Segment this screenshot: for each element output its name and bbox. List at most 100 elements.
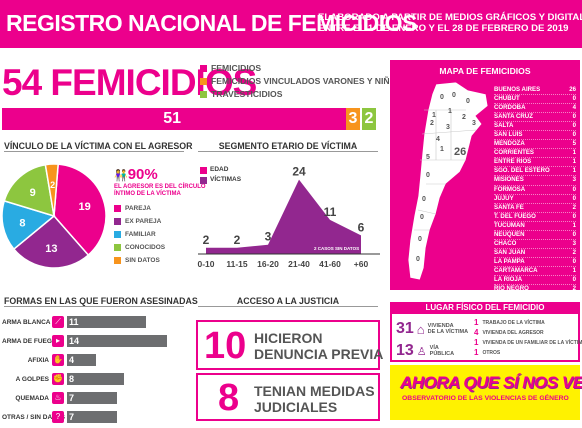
province-value: 2 bbox=[572, 203, 576, 211]
map-province-borders bbox=[414, 109, 477, 231]
bar-travesticidios: 2 bbox=[362, 108, 376, 130]
denuncia-text: HICIERON DENUNCIA PREVIA bbox=[254, 330, 383, 362]
province-name: SANTA FE bbox=[494, 203, 524, 211]
data-label: 2 bbox=[203, 233, 210, 247]
province-row: SANTA FE 2 bbox=[494, 204, 576, 213]
province-name: CARTAMARCA bbox=[494, 266, 538, 274]
etario-title: SEGMENTO ETARIO DE VÍCTIMA bbox=[198, 141, 378, 152]
forma-bar: 7 bbox=[67, 411, 117, 423]
pie-slice-sin-datos bbox=[44, 163, 59, 217]
map-country-shape bbox=[407, 81, 489, 281]
legend-label: EX PAREJA bbox=[125, 218, 162, 225]
province-value: 0 bbox=[572, 275, 576, 283]
percent-note: EL AGRESOR ES DEL CÍRCULO ÍNTIMO DE LA V… bbox=[114, 184, 206, 198]
x-tick-label: 11-15 bbox=[226, 259, 248, 269]
forma-label: QUEMADA bbox=[15, 394, 49, 402]
map-province-count: 3 bbox=[446, 124, 450, 131]
etario-area-chart: 2 0-10 2 11-15 3 16-20 24 21-40 11 41-60 6 +60 2 CAS… bbox=[197, 165, 380, 269]
forma-label: OTRAS / SIN DATOS bbox=[2, 413, 65, 421]
province-value: 1 bbox=[572, 167, 576, 175]
province-value: 1 bbox=[572, 266, 576, 274]
province-name: SANTA CRUZ bbox=[494, 113, 533, 121]
province-row: RIO NEGRO 2 bbox=[494, 285, 576, 295]
province-row: JUJUY 0 bbox=[494, 195, 576, 204]
via-label: VÍA PÚBLICA bbox=[430, 345, 454, 357]
vinculo-legend: PAREJA EX PAREJA FAMILIAR CONOCIDOS SIN DATO… bbox=[114, 202, 165, 267]
pie-label: 13 bbox=[45, 243, 57, 255]
lugar-other-row: 1 OTROS bbox=[474, 348, 582, 358]
fire-icon: ♨ bbox=[52, 392, 64, 404]
formas-title: FORMAS EN LAS QUE FUERON ASESINADAS bbox=[4, 296, 198, 307]
x-tick-label: 0-10 bbox=[197, 259, 214, 269]
pie-label: 8 bbox=[19, 217, 25, 229]
lugar-other-row: 1 TRABAJO DE LA VÍCTIMA bbox=[474, 318, 582, 328]
forma-bar: 8 bbox=[67, 373, 125, 385]
house-icon: ⌂ bbox=[416, 321, 425, 337]
map-province-count: 2 bbox=[430, 120, 434, 127]
legend-swatch bbox=[114, 218, 121, 225]
province-row: T. DEL FUEGO 0 bbox=[494, 213, 576, 222]
map-province-count: 0 bbox=[426, 172, 430, 179]
forma-label: ARMA DE FUEGO bbox=[2, 337, 58, 345]
via-value: 13 bbox=[396, 342, 414, 359]
data-label: 6 bbox=[358, 220, 365, 234]
province-value: 2 bbox=[572, 285, 576, 293]
province-row: SGO. DEL ESTERO 1 bbox=[494, 167, 576, 177]
map-province-count: 5 bbox=[426, 154, 430, 161]
lugar-title: LUGAR FÍSICO DEL FEMICIDIO bbox=[390, 302, 580, 314]
legend-swatch-victimas bbox=[200, 176, 207, 184]
lugar-other-label: TRABAJO DE LA VÍCTIMA bbox=[482, 320, 545, 326]
province-name: JUJUY bbox=[494, 194, 514, 202]
province-row: MENDOZA 5 bbox=[494, 140, 576, 150]
x-tick-label: +60 bbox=[354, 259, 369, 269]
map-province-count: 0 bbox=[452, 92, 456, 99]
map-province-count: 26 bbox=[454, 146, 467, 158]
province-row: LA RIOJA 0 bbox=[494, 275, 576, 286]
lugar-vivienda: 31 ⌂ VIVIENDA DE LA VÍCTIMA bbox=[396, 320, 468, 338]
campaign-logo: AHORA QUE SÍ NOS VEN bbox=[400, 373, 582, 392]
province-name: CORDOBA bbox=[494, 104, 526, 112]
legend-label: CONOCIDOS bbox=[125, 244, 166, 251]
map-province-count: 0 bbox=[422, 196, 426, 203]
province-name: TUCUMAN bbox=[494, 221, 525, 229]
province-value: 0 bbox=[572, 257, 576, 265]
lugar-other-value: 1 bbox=[474, 348, 479, 357]
percent-value: 90% bbox=[127, 166, 158, 183]
province-row: SAN LUIS 0 bbox=[494, 131, 576, 141]
legend-label-victimas: VÍCTIMAS bbox=[210, 176, 242, 183]
medidas-line-1: TENIAN MEDIDAS bbox=[254, 383, 375, 399]
lugar-other-row: 1 VIVIENDA DE UN FAMILIAR DE LA VÍCTIMA bbox=[474, 338, 582, 348]
province-value: 3 bbox=[572, 176, 576, 184]
province-value: 1 bbox=[572, 158, 576, 166]
bar-vinculados: 3 bbox=[346, 108, 360, 130]
province-name: SALTA bbox=[494, 122, 514, 130]
denuncia-value: 10 bbox=[204, 325, 247, 367]
vinculo-pie-chart: 19 13 8 9 2 bbox=[1, 163, 107, 269]
vivienda-line-1: VIVIENDA bbox=[427, 323, 454, 329]
percent-note-line-2: ÍNTIMO DE LA VÍCTIMA bbox=[114, 191, 181, 197]
map-numbers: 0 0 0 1 1 2 3 4 5 1 3 26 0 0 0 0 0 2 bbox=[396, 80, 491, 285]
vinculo-legend-item: EX PAREJA bbox=[114, 215, 165, 228]
map-province-count: 0 bbox=[418, 236, 422, 243]
province-name: LA RIOJA bbox=[494, 275, 523, 283]
pie-label: 9 bbox=[30, 187, 36, 199]
province-value: 0 bbox=[572, 95, 576, 103]
bar-femicidios: 51 bbox=[2, 108, 186, 130]
pie-slice-pareja bbox=[53, 163, 107, 257]
legend-label: TRAVESTICIDIOS bbox=[211, 89, 283, 99]
vinculo-legend-item: FAMILIAR bbox=[114, 228, 165, 241]
province-row: CARTAMARCA 1 bbox=[494, 267, 576, 276]
medidas-text: TENIAN MEDIDAS JUDICIALES bbox=[254, 383, 375, 415]
forma-row: AFIXIA ✋ 4 bbox=[2, 352, 167, 368]
vivienda-value: 31 bbox=[396, 320, 414, 337]
province-name: MISIONES bbox=[494, 176, 524, 184]
map-province-count: 2 bbox=[462, 114, 466, 121]
no-data-note: 2 CASOS SIN DATOS bbox=[314, 246, 359, 251]
subtitle-line-1: ELABORADO A PARTIR DE MEDIOS GRÁFICOS Y … bbox=[318, 12, 582, 23]
bar-femicidios-extension bbox=[186, 108, 346, 130]
lugar-others: 1 TRABAJO DE LA VÍCTIMA 4 VIVIENDA DEL AGRE… bbox=[474, 318, 582, 358]
province-name: CABA bbox=[494, 294, 512, 302]
forma-bar: 7 bbox=[67, 392, 117, 404]
province-row: FORMOSA 0 bbox=[494, 186, 576, 195]
map-province-count: 0 bbox=[420, 214, 424, 221]
